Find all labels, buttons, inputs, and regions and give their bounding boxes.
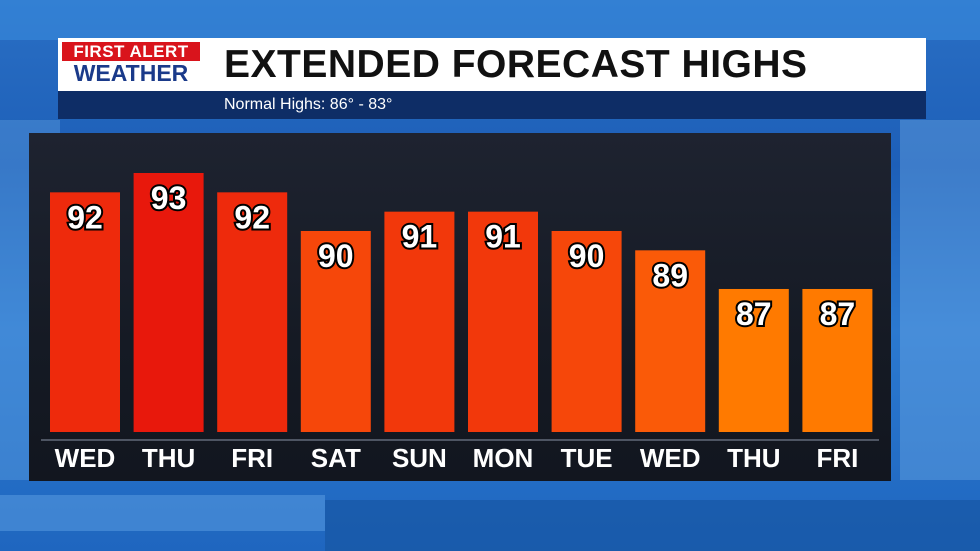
first-alert-weather-logo: FIRST ALERT WEATHER xyxy=(62,42,200,86)
bar-value-label: 87 xyxy=(820,296,856,332)
bar-thu-8 xyxy=(718,288,789,432)
bar-value-label: 92 xyxy=(67,199,103,235)
title-header: FIRST ALERT WEATHER EXTENDED FORECAST HI… xyxy=(58,38,926,91)
normal-highs-subtitle: Normal Highs: 86° - 83° xyxy=(224,96,393,113)
logo-line-first-alert: FIRST ALERT xyxy=(62,42,200,61)
page-title: EXTENDED FORECAST HIGHS xyxy=(224,43,808,86)
bar-fri-2 xyxy=(217,192,288,432)
bar-value-label: 89 xyxy=(652,257,688,293)
bar-wed-0 xyxy=(50,192,120,432)
bar-chart: 92 WED 93 THU 92 FRI 90 SAT 91 SUN 91 MON 90 TUE 89 WED… xyxy=(41,173,879,473)
bar-tue-6 xyxy=(551,230,622,432)
bar-value-label: 93 xyxy=(151,180,187,216)
background-band xyxy=(900,120,980,480)
background-band xyxy=(0,0,980,40)
bar-fri-9 xyxy=(802,288,873,432)
background-band xyxy=(325,500,980,551)
bar-value-label: 91 xyxy=(402,219,438,255)
bar-value-label: 90 xyxy=(569,238,605,274)
bar-value-label: 90 xyxy=(318,238,354,274)
day-tick-label: TUE xyxy=(561,443,613,473)
background-band xyxy=(0,495,325,531)
bar-thu-1 xyxy=(133,173,204,432)
day-tick-label: FRI xyxy=(816,443,858,473)
bar-wed-7 xyxy=(635,250,706,432)
chart-panel: 92 WED 93 THU 92 FRI 90 SAT 91 SUN 91 MON 90 TUE 89 WED… xyxy=(29,133,891,481)
bar-sat-3 xyxy=(300,230,371,432)
day-tick-label: SAT xyxy=(311,443,361,473)
logo-line-weather: WEATHER xyxy=(62,61,200,86)
bar-value-label: 87 xyxy=(736,296,772,332)
bar-value-label: 92 xyxy=(234,199,270,235)
day-tick-label: FRI xyxy=(231,443,273,473)
day-tick-label: SUN xyxy=(392,443,447,473)
day-tick-label: THU xyxy=(142,443,195,473)
bar-sun-4 xyxy=(384,211,455,432)
day-tick-label: MON xyxy=(473,443,534,473)
day-tick-label: THU xyxy=(727,443,780,473)
bar-mon-5 xyxy=(468,211,538,432)
day-tick-label: WED xyxy=(640,443,701,473)
subtitle-bar: Normal Highs: 86° - 83° xyxy=(58,91,926,119)
day-tick-label: WED xyxy=(55,443,116,473)
bar-value-label: 91 xyxy=(485,219,521,255)
